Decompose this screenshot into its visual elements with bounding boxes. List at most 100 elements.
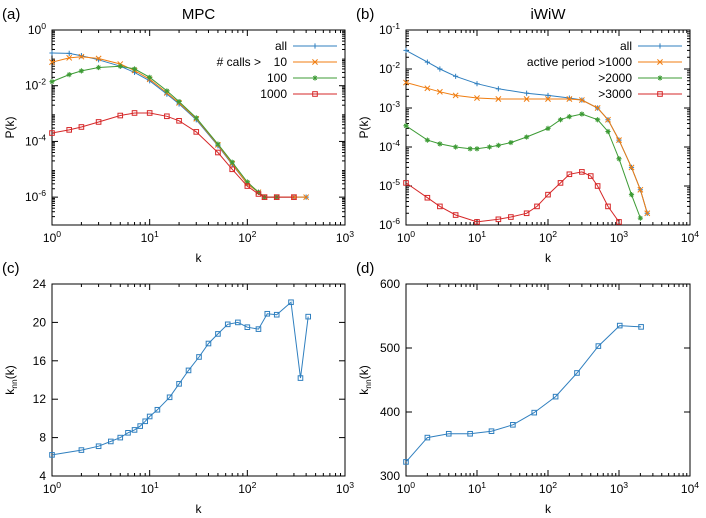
data-point [66,72,72,78]
plot-frame [51,29,346,226]
data-point [403,79,409,86]
plot-frame [51,283,346,477]
x-tick-label: 100 [43,480,61,496]
data-point [147,74,153,80]
data-point [95,55,102,62]
data-point [176,381,182,387]
data-point [264,310,271,317]
data-point [95,443,102,450]
panel-d: 100 101 102 103 104 300 400 500 600 (d) k knn(k) [356,260,699,516]
series-line [405,113,641,219]
y-axis-label: P(k) [357,117,371,139]
data-point [605,116,611,123]
data-point [474,146,480,152]
data-point [524,90,530,96]
y-tick-label: 4 [39,469,46,483]
data-point [452,92,459,99]
data-point [49,79,55,85]
y-tick-label: 400 [380,405,400,419]
series-line [405,171,620,223]
series-line [405,82,648,214]
data-point [78,447,85,453]
series-b-3 [403,169,622,225]
x-tick-label: 102 [238,480,256,496]
data-point [474,219,480,225]
data-point [117,112,124,119]
data-point [303,194,310,201]
panel-b: 100 101 102 103 104 10-6 10-5 10-4 10-3 10-2 10-1 (… [356,6,699,265]
data-point [534,203,540,210]
data-point [176,98,182,105]
data-point [117,434,124,441]
legend-title: # calls > [217,55,261,69]
data-point [510,422,516,428]
legend-marker [312,75,318,81]
data-point [524,134,530,140]
x-tick-label: 101 [141,480,159,496]
data-point [616,156,622,162]
data-point [486,144,493,150]
x-tick-label: 101 [468,229,486,245]
data-point [605,203,611,210]
y-tick-label: 20 [33,315,47,329]
data-point [244,183,251,189]
data-point [545,96,551,102]
data-point [495,216,502,223]
y-tick-label: 10-6 [25,188,46,204]
data-point [154,406,161,413]
data-point [616,322,623,329]
data-point [616,137,622,144]
data-point [215,331,221,337]
data-point [436,88,443,95]
y-tick-label: 500 [380,341,400,355]
data-point [196,354,202,360]
data-point [566,95,572,101]
data-point [545,92,551,99]
data-point [578,97,585,103]
series-line [51,301,309,456]
data-point [205,340,212,347]
legend-marker [657,75,663,81]
x-tick-label: 100 [43,229,61,245]
data-point [595,117,601,123]
data-point [117,63,123,69]
y-tick-label: 16 [33,354,47,368]
panel-c: 100 101 102 103 4 8 12 16 20 24 (c) k knn(k) [2,260,354,516]
data-point [595,343,602,349]
data-point [566,171,573,178]
data-point [78,53,85,60]
y-tick-label: 12 [33,392,47,406]
data-point [453,144,459,150]
data-point [193,115,199,121]
data-point [605,128,611,135]
data-point [224,321,231,328]
data-point [495,96,502,102]
data-point [437,203,443,210]
data-point [78,124,85,130]
data-point [131,110,138,116]
y-axis-label: knn(k) [3,365,19,394]
legend: all 10 100 1000 # calls > [217,39,337,101]
series-a-2 [49,63,280,200]
data-point [508,214,514,220]
legend: all active period >1000 >2000 >3000 [527,39,682,101]
data-point [49,50,55,56]
data-point [574,370,580,376]
data-point [273,311,280,318]
data-point [255,191,262,197]
data-point [95,119,102,125]
data-point [403,47,409,53]
x-tick-label: 103 [610,229,628,245]
data-point [545,125,551,131]
data-point [66,50,72,56]
x-tick-label: 102 [238,229,256,245]
plot-frame [405,283,691,477]
x-tick-label: 102 [539,229,557,245]
panel-label: (b) [356,6,374,23]
data-point [146,110,153,116]
panel-label: (a) [2,6,20,23]
x-tick-label: 104 [681,480,699,496]
legend-label: active period >1000 [527,55,632,69]
x-tick-label: 100 [397,480,415,496]
data-point [424,194,431,201]
